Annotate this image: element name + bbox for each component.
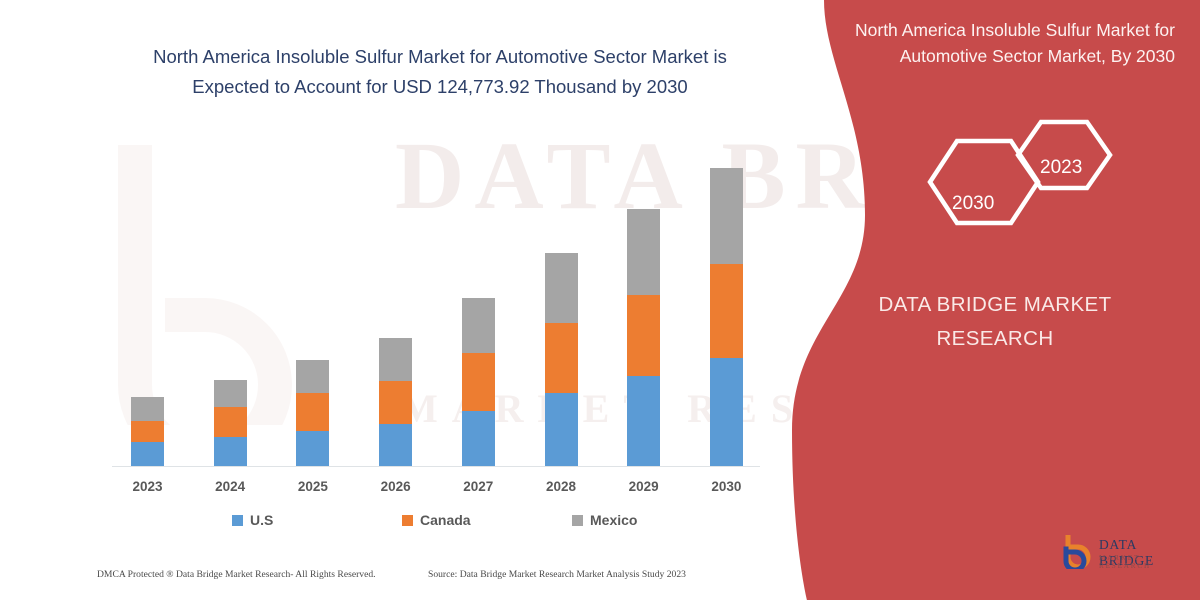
logo-text-primary: DATA BRIDGE [1099, 537, 1155, 568]
bar-2030 [709, 168, 743, 466]
bar-segment-canada-2028 [544, 323, 578, 393]
right-red-panel: North America Insoluble Sulfur Market fo… [790, 0, 1200, 600]
footer-copyright: DMCA Protected ® Data Bridge Market Rese… [97, 569, 376, 580]
hexagon-2023 [1015, 119, 1113, 191]
bar-2023 [131, 397, 164, 466]
bar-segment-us-2027 [461, 411, 495, 466]
hex-badge-label-2023: 2023 [1040, 157, 1083, 178]
footer: DMCA Protected ® Data Bridge Market Rese… [0, 566, 790, 590]
panel-title: North America Insoluble Sulfur Market fo… [855, 20, 1175, 66]
bar-segment-us-2025 [296, 431, 330, 466]
legend-swatch-icon [232, 514, 243, 526]
bar-segment-us-2030 [709, 358, 743, 466]
bar-segment-mexico-2030 [709, 168, 743, 264]
bar-2024 [213, 380, 247, 466]
logo-text-secondary: MARKET RESEARCH [1099, 554, 1151, 570]
bar-segment-us-2028 [544, 393, 578, 466]
bar-segment-canada-2029 [627, 295, 661, 376]
legend-swatch-icon [402, 514, 413, 526]
x-tick-2026: 2026 [380, 479, 411, 494]
page-title: North America Insoluble Sulfur Market fo… [153, 46, 727, 97]
bar-segment-mexico-2028 [544, 253, 578, 323]
x-tick-2024: 2024 [215, 479, 246, 494]
chart-plot-area: 2023 2024 2025 2026 2027 2028 2029 2030 [112, 168, 760, 494]
bar-segment-mexico-2027 [461, 298, 495, 353]
legend-item-us[interactable]: U.S [232, 512, 273, 528]
bar-segment-mexico-2029 [627, 209, 661, 295]
red-panel-shape [792, 0, 1200, 600]
bar-2025 [296, 360, 330, 466]
bar-2026 [379, 338, 413, 466]
x-tick-2027: 2027 [463, 479, 494, 494]
bar-segment-canada-2026 [379, 381, 413, 424]
x-axis-line [112, 466, 760, 467]
hex-badge-group: 2023 2030 [910, 115, 1150, 240]
bar-segment-mexico-2023 [131, 397, 164, 421]
bar-segment-canada-2024 [213, 407, 247, 437]
legend-item-canada[interactable]: Canada [402, 512, 471, 528]
x-tick-2030: 2030 [711, 479, 742, 494]
brand-logo: DATA BRIDGE MARKET RESEARCH [1063, 533, 1193, 573]
bar-segment-mexico-2024 [213, 380, 247, 407]
legend-swatch-icon [572, 514, 583, 526]
bar-segment-canada-2025 [296, 393, 330, 431]
legend-label: U.S [250, 512, 274, 528]
bar-segment-canada-2023 [131, 421, 164, 442]
bar-segment-us-2026 [379, 424, 413, 466]
bar-segment-us-2023 [131, 442, 164, 466]
legend-label: Mexico [590, 512, 638, 528]
footer-source: Source: Data Bridge Market Research Mark… [428, 569, 686, 580]
x-tick-2025: 2025 [297, 479, 328, 494]
bar-segment-canada-2027 [461, 353, 495, 411]
bar-segment-us-2024 [213, 437, 247, 466]
bar-2028 [544, 253, 578, 466]
x-tick-2023: 2023 [132, 479, 163, 494]
chart-legend: U.S Canada Mexico [112, 512, 752, 538]
bar-segment-mexico-2026 [379, 338, 413, 381]
legend-label: Canada [420, 512, 471, 528]
bar-2027 [461, 298, 495, 466]
bar-segment-canada-2030 [709, 264, 743, 358]
bar-segment-mexico-2025 [296, 360, 330, 393]
legend-item-mexico[interactable]: Mexico [572, 512, 637, 528]
hex-badge-label-2030: 2030 [952, 193, 995, 214]
data-bridge-b-icon [1063, 535, 1091, 569]
bar-2029 [627, 209, 661, 466]
panel-brand-name: DATA BRIDGE MARKET RESEARCH [878, 293, 1112, 350]
x-tick-2029: 2029 [628, 479, 659, 494]
hex-badge-outlines [927, 119, 1113, 226]
x-tick-2028: 2028 [545, 479, 577, 494]
bar-segment-us-2029 [627, 376, 661, 466]
